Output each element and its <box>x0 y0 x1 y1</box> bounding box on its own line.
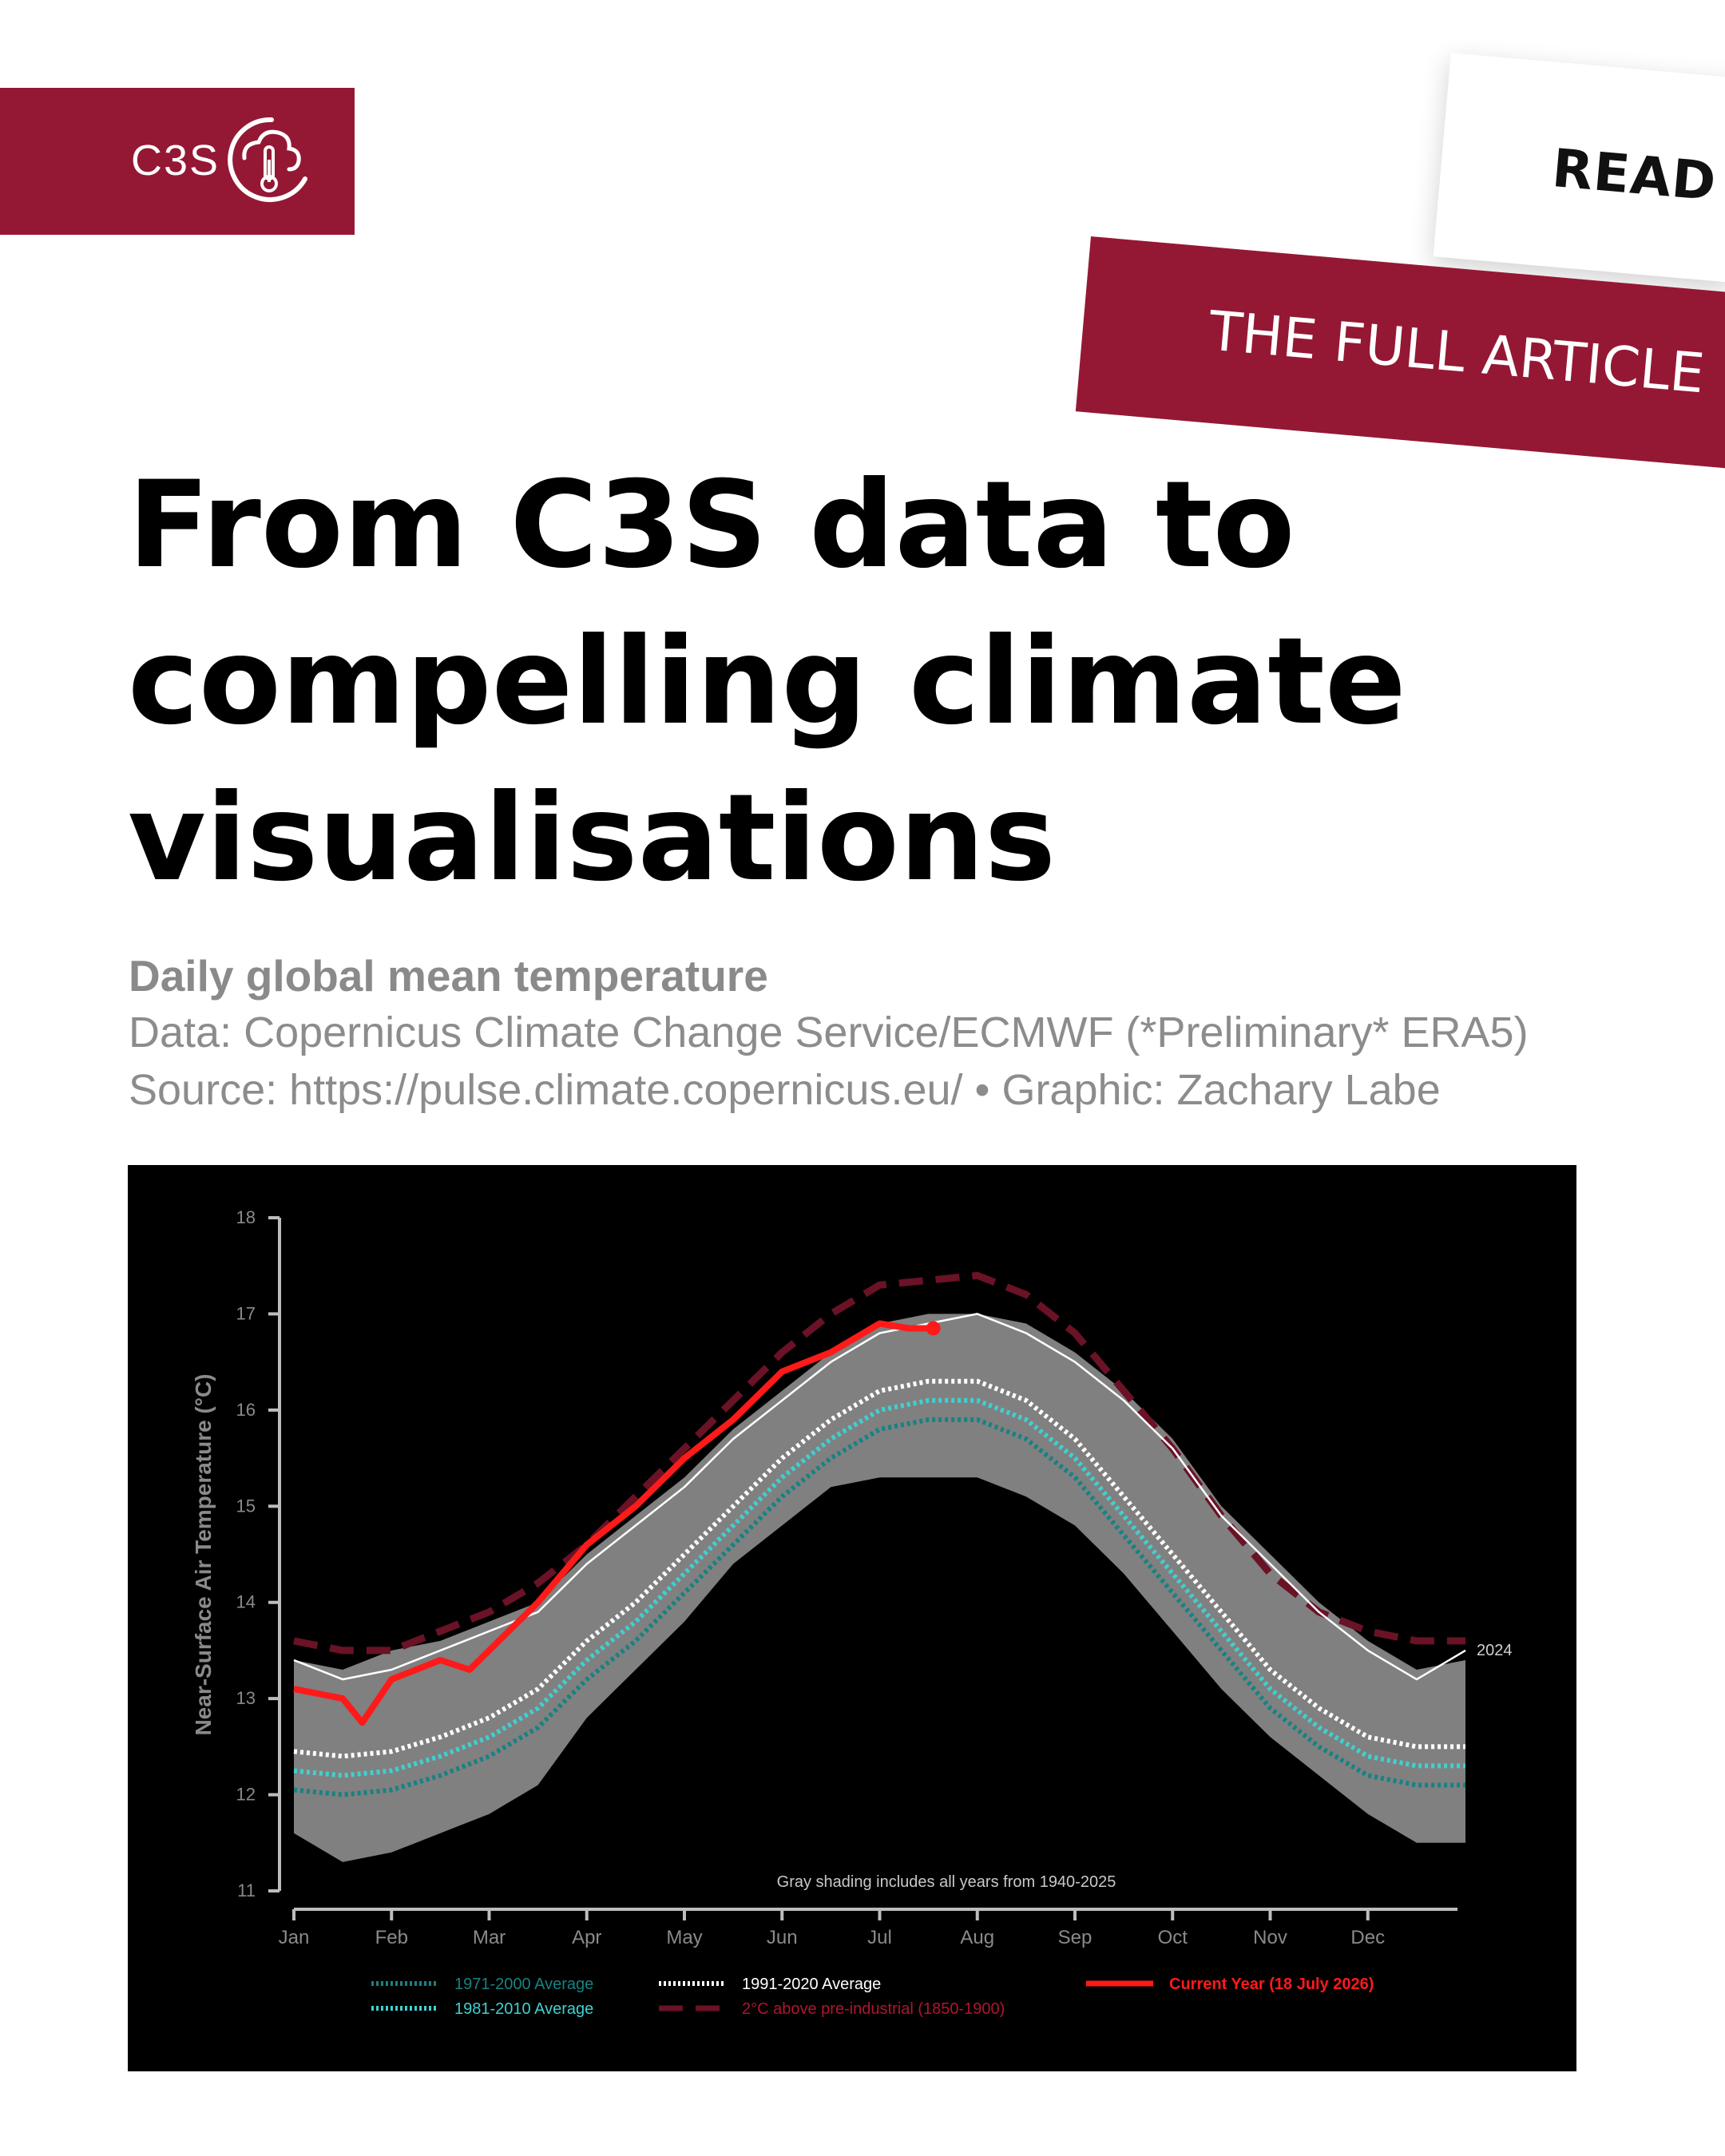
read-label[interactable]: READ <box>1549 137 1719 213</box>
read-card[interactable]: READ <box>1433 53 1725 283</box>
x-tick-label: Jul <box>867 1927 892 1948</box>
x-tick-label: Jun <box>767 1927 798 1948</box>
x-tick-label: Mar <box>473 1927 506 1948</box>
y-axis-label: Near-Surface Air Temperature (°C) <box>191 1373 216 1735</box>
x-tick-label: Jan <box>279 1927 310 1948</box>
current-year-endpoint <box>926 1321 941 1336</box>
legend-label: 1981-2010 Average <box>454 2000 593 2018</box>
headline-line-2: compelling climate <box>128 612 1406 751</box>
x-tick-label: Dec <box>1350 1927 1385 1948</box>
chart-title: Daily global mean temperature <box>129 951 768 1001</box>
legend-label: 1991-2020 Average <box>742 1976 881 1993</box>
shading-annotation: Gray shading includes all years from 194… <box>777 1873 1116 1891</box>
headline-line-1: From C3S data to <box>128 456 1295 595</box>
legend-label: 2°C above pre-industrial (1850-1900) <box>742 2000 1005 2018</box>
legend-label: Current Year (18 July 2026) <box>1169 1976 1374 1993</box>
y-tick-label: 14 <box>236 1592 256 1612</box>
full-article-label[interactable]: THE FULL ARTICLE <box>1206 299 1707 406</box>
x-tick-label: Feb <box>375 1927 408 1948</box>
current-year-line <box>293 1320 934 1726</box>
headline-line-3: visualisations <box>128 769 1057 908</box>
x-tick-label: Sep <box>1058 1927 1092 1948</box>
legend-label: 1971-2000 Average <box>454 1976 593 1993</box>
y-tick-label: 17 <box>236 1303 256 1323</box>
page-headline: From C3S data to compelling climate visu… <box>128 447 1709 917</box>
x-tick-label: May <box>666 1927 702 1948</box>
logo-text: C3S <box>131 137 220 184</box>
cloud-thermometer-icon <box>228 117 307 202</box>
x-tick-label: Nov <box>1253 1927 1287 1948</box>
data-credit: Data: Copernicus Climate Change Service/… <box>129 1009 1529 1056</box>
x-tick-label: Oct <box>1158 1927 1188 1948</box>
source-credit: Source: https://pulse.climate.copernicus… <box>129 1066 1441 1114</box>
c3s-logo-bar[interactable] <box>0 88 355 235</box>
temperature-chart: 2024 11 12 13 14 15 16 17 18 Jan Feb Mar Apr May Jun Ju… <box>128 1165 1576 2071</box>
series-line-2-c-above-pre-industrial-1850-1900- <box>293 1271 1465 1655</box>
series-line-2024 <box>293 1313 1466 1681</box>
y-tick-label: 13 <box>236 1688 256 1708</box>
x-tick-label: Apr <box>572 1927 601 1948</box>
x-tick-label: Aug <box>960 1927 994 1948</box>
y-tick-label: 12 <box>236 1785 256 1805</box>
series-line-1981-2010-average <box>293 1397 1465 1778</box>
series-line-1971-2000-average <box>293 1417 1465 1797</box>
end-label-2024: 2024 <box>1477 1642 1513 1659</box>
chart-svg: 2024 11 12 13 14 15 16 17 18 Jan Feb Mar Apr May Jun Ju… <box>191 1207 1513 2018</box>
series-line-1991-2020-average <box>293 1378 1465 1759</box>
y-tick-label: 11 <box>237 1881 256 1900</box>
y-tick-label: 16 <box>236 1400 256 1420</box>
y-tick-label: 15 <box>236 1496 256 1516</box>
y-tick-label: 18 <box>236 1207 256 1227</box>
